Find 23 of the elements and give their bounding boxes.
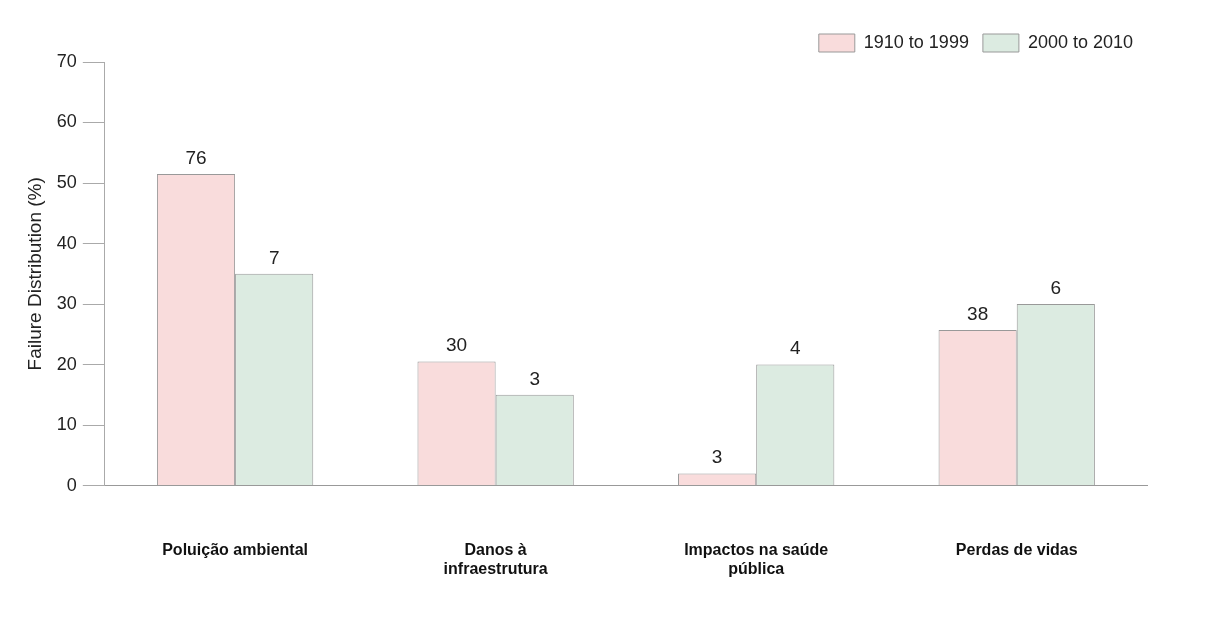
x-tick-label: Danos à infraestrutura — [443, 540, 548, 577]
annotation: 6 — [1050, 276, 1062, 298]
y-tick-label: 40 — [56, 232, 77, 253]
annotation: 30 — [445, 334, 468, 356]
annotation: 3 — [711, 446, 723, 468]
annotation: 3 — [529, 367, 541, 389]
y-tick-label: 20 — [56, 353, 77, 374]
annotation: 7 — [268, 246, 280, 268]
y-tick-label: 30 — [56, 293, 77, 314]
x-tick-label: Perdas de vidas — [955, 540, 1078, 558]
legend-label: 1910 to 1999 — [863, 31, 969, 52]
legend-label: 2000 to 2010 — [1027, 31, 1134, 52]
x-tick-label: Poluição ambiental — [162, 540, 308, 558]
annotation: 38 — [967, 302, 989, 324]
y-tick-label: 70 — [56, 50, 77, 71]
y-axis-title: Failure Distribution (%) — [23, 177, 45, 371]
y-tick-label: 0 — [66, 474, 77, 495]
y-tick-label: 50 — [56, 172, 77, 192]
y-tick-label: 10 — [56, 414, 77, 435]
y-tick-label: 60 — [56, 111, 77, 132]
annotation: 4 — [789, 337, 801, 359]
x-tick-label: Impactos na saúde pública — [684, 540, 829, 577]
annotation: 76 — [185, 146, 207, 168]
